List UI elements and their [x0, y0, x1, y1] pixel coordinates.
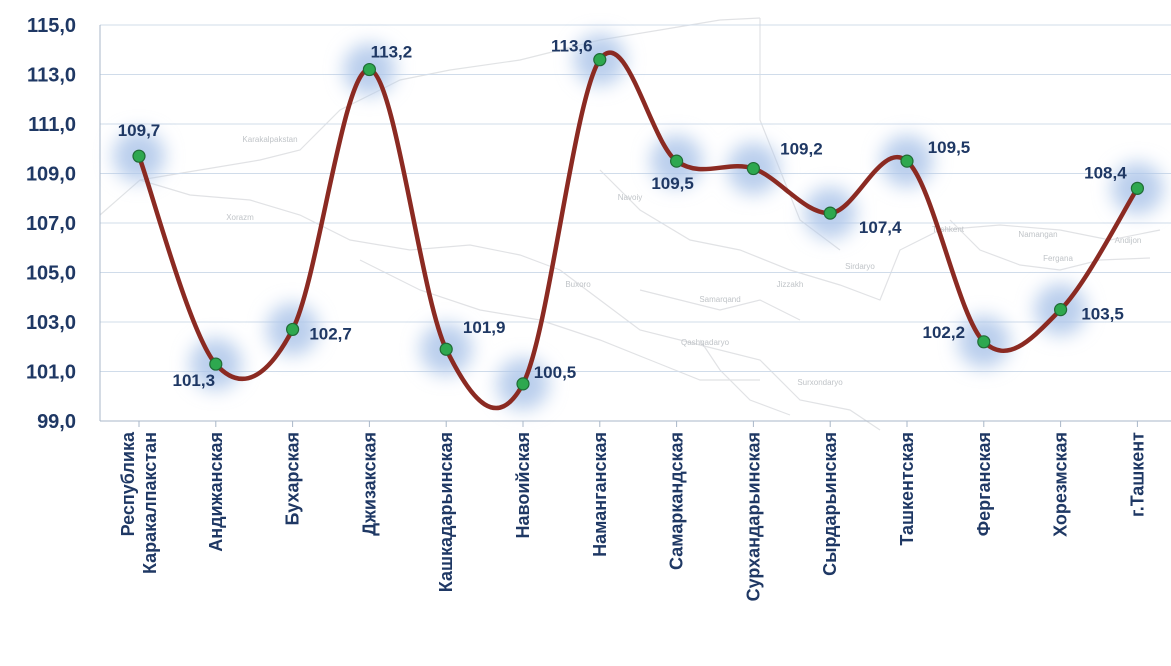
data-points [132, 53, 1145, 391]
x-tick-label: Каракалпакстан [140, 432, 160, 574]
x-tick-label: Ташкентская [897, 432, 917, 546]
data-point [132, 149, 146, 163]
data-point [209, 357, 223, 371]
map-label: Surxondaryo [797, 378, 843, 387]
y-tick-label: 109,0 [26, 164, 76, 186]
x-tick-label: Ферганская [974, 432, 994, 536]
map-label: Karakalpakstan [242, 135, 297, 144]
y-tick-label: 113,0 [27, 65, 76, 87]
y-tick-label: 99,0 [37, 411, 76, 433]
data-point [1130, 181, 1145, 195]
y-tick-label: 107,0 [26, 213, 76, 235]
data-label: 108,4 [1084, 163, 1127, 182]
x-tick-label: Республика [118, 431, 138, 536]
data-point [977, 335, 991, 349]
series-line [136, 50, 1140, 411]
x-tick-label: г.Ташкент [1127, 432, 1147, 517]
y-tick-label: 105,0 [26, 263, 76, 285]
data-point [823, 206, 837, 220]
data-point [1053, 303, 1068, 317]
data-label: 109,2 [780, 140, 823, 159]
data-point [593, 53, 607, 67]
data-point [286, 322, 300, 337]
data-label: 101,9 [463, 318, 506, 337]
y-tick-label: 103,0 [26, 312, 76, 334]
data-label: 100,5 [534, 363, 577, 382]
data-label: 109,5 [928, 138, 971, 157]
x-tick-label: Наманганская [590, 432, 610, 557]
data-label: 102,7 [309, 324, 352, 343]
map-label: Buxoro [565, 280, 591, 289]
y-tick-label: 101,0 [26, 362, 76, 384]
x-axis-ticks: Республика Каракалпакстан Андижанская Бухар… [118, 421, 1147, 601]
x-tick-label: Сурхандарьинская [743, 432, 763, 601]
map-label: Sirdaryo [845, 262, 875, 271]
data-point [746, 161, 761, 176]
x-tick-label: Хорезмская [1051, 432, 1071, 537]
x-tick-label: Бухарская [283, 432, 303, 525]
data-label: 103,5 [1081, 305, 1124, 324]
data-label: 113,2 [371, 43, 413, 62]
map-label: Samarqand [699, 295, 740, 304]
data-label: 109,5 [651, 174, 694, 193]
map-label: Xorazm [226, 213, 254, 222]
data-point [900, 154, 914, 168]
y-axis-ticks: 99,0 101,0 103,0 105,0 107,0 109,0 111,0 113,0 1… [26, 15, 76, 433]
data-label: 113,6 [551, 37, 593, 56]
y-tick-label: 115,0 [27, 15, 76, 37]
map-label: Fergana [1043, 254, 1073, 263]
data-labels: 109,7 101,3 102,7 113,2 101,9 100,5 113,6 109,5… [118, 37, 1127, 390]
background-map-labels: Karakalpakstan Xorazm Navoiy Buxoro Samarqan… [226, 135, 1141, 387]
data-label: 102,2 [923, 323, 966, 342]
data-point [362, 62, 376, 77]
map-label: Tashkent [932, 225, 965, 234]
map-label: Qashqadaryo [681, 338, 730, 347]
map-label: Navoiy [618, 193, 642, 202]
x-tick-label: Навоийская [513, 432, 533, 539]
map-label: Namangan [1018, 230, 1057, 239]
data-label: 107,4 [859, 218, 902, 237]
data-point [669, 154, 684, 168]
x-tick-label: Самаркандская [667, 432, 687, 570]
data-point [439, 342, 453, 356]
x-tick-label: Сырдарьинская [820, 432, 840, 576]
axes [99, 25, 1171, 422]
map-label: Andijon [1115, 236, 1142, 245]
data-label: 109,7 [118, 121, 161, 140]
data-label: 101,3 [173, 371, 216, 390]
x-tick-label: Андижанская [206, 432, 226, 552]
map-label: Jizzakh [777, 280, 804, 289]
x-tick-label: Джизакская [359, 432, 379, 536]
y-tick-label: 111,0 [28, 114, 76, 136]
background-map [99, 17, 1161, 431]
x-tick-label: Кашкадарьинская [436, 432, 456, 592]
data-point [516, 377, 530, 391]
